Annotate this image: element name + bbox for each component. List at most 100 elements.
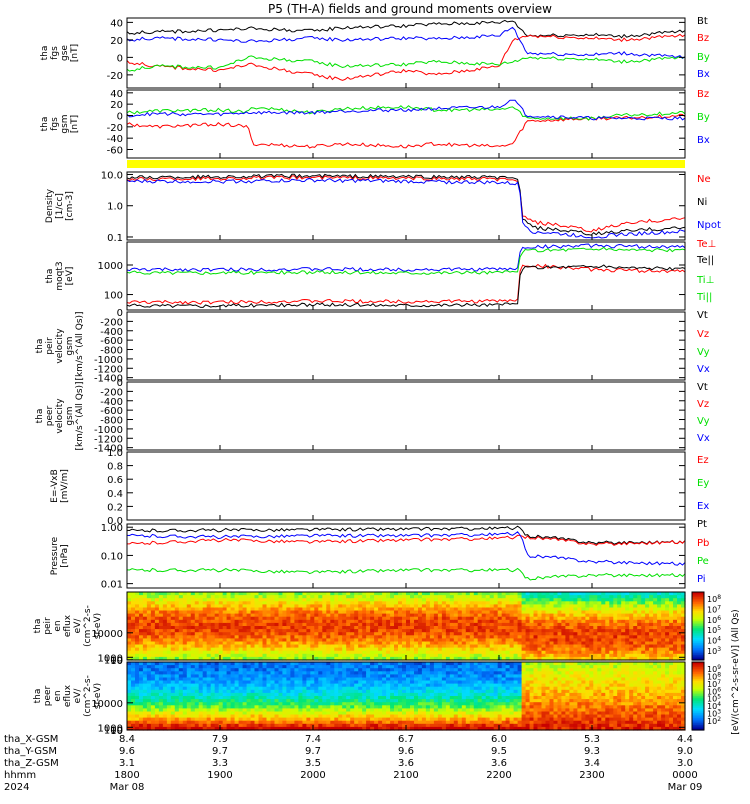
panel-e-field (127, 452, 685, 520)
legend-entry: Te⊥ (696, 239, 716, 250)
y-axis-label: eflux (63, 614, 73, 637)
panel-fgs-gsm (127, 90, 685, 158)
legend-entry: Ex (697, 501, 709, 512)
legend-entry: By (697, 52, 710, 63)
panel-frame (127, 312, 685, 380)
y-tick-label: 1.00 (101, 523, 123, 534)
y-axis-label: [nPa] (60, 544, 70, 567)
y-tick-label: 100 (104, 291, 123, 302)
panel-temperature (127, 242, 685, 310)
y-axis-label: peir (43, 617, 53, 635)
y-tick-label: 0.01 (101, 580, 123, 591)
y-axis-label: tha (33, 619, 43, 634)
y-axis-label: en (53, 620, 63, 631)
y-axis-label: peir (45, 337, 55, 355)
y-axis-label: [km/s^(All Qs)] (75, 311, 85, 380)
legend-entry: Vx (697, 433, 710, 444)
panel-mode-bar (127, 160, 685, 168)
colorbar-tick-label: 105 (707, 625, 721, 635)
panel-pressure (127, 524, 685, 588)
legend-entry: Ez (697, 455, 709, 466)
series-line-Ni (127, 174, 685, 235)
y-axis-label: [cm-3] (65, 191, 75, 221)
y-axis-label: [nT] (70, 44, 80, 62)
y-tick-label: 0 (117, 53, 123, 64)
legend-entry: Ti|| (696, 292, 712, 303)
legend-entry: Te|| (696, 255, 714, 266)
y-tick-label: 40 (110, 18, 123, 29)
legend-entry: By (697, 112, 710, 123)
y-axis-label: tha (45, 269, 55, 284)
y-tick-label: 20 (110, 100, 123, 111)
y-tick-label: 40 (110, 89, 123, 100)
y-tick-label: -40 (107, 134, 123, 145)
y-axis-label: [1/cc] (55, 193, 65, 219)
y-tick-label: 0.10 (101, 551, 123, 562)
y-tick-label: 1000 (98, 261, 123, 272)
panel-peir-velocity (127, 312, 685, 380)
y-tick-label: -60 (107, 146, 123, 157)
legend-entry: Vt (697, 382, 708, 393)
y-axis-label: [km/s^(All Qs)] (75, 381, 85, 450)
legend-entry: Vz (697, 329, 709, 340)
panel-density (127, 172, 685, 240)
y-tick-label: 20 (110, 36, 123, 47)
y-axis-label: [eV] (65, 267, 75, 286)
y-tick-label: 10 (110, 656, 123, 667)
series-line-Bz (127, 34, 685, 80)
legend-entry: Ey (697, 478, 709, 489)
panel-peer-en-eflux (127, 662, 704, 731)
y-axis-label: [mV/m] (60, 469, 70, 503)
y-axis-label: peer (45, 405, 55, 426)
y-axis-label: gsm (60, 114, 70, 133)
series-line-Ti2 (127, 247, 685, 274)
y-axis-label: fgs (50, 117, 60, 131)
series-line-Npot (127, 179, 685, 239)
panel-fgs-gse (127, 18, 685, 88)
y-axis-label: gse (60, 45, 70, 61)
colorbar-tick-label: 104 (707, 636, 721, 646)
y-tick-label: 0.1 (107, 233, 123, 244)
y-axis-label: eV/ (73, 618, 83, 634)
series-line-Bt (127, 20, 685, 37)
y-axis-label: tha (40, 117, 50, 132)
legend-entry: Ti⊥ (696, 275, 714, 286)
y-axis-label: tha (40, 46, 50, 61)
series-line-Ne (127, 176, 685, 232)
colorbar-tick-label: 103 (707, 646, 721, 656)
legend-entry: Bz (697, 33, 709, 44)
y-axis-label: tha (35, 409, 45, 424)
y-tick-label: -20 (107, 71, 123, 82)
y-axis-label: fgs (50, 46, 60, 60)
y-axis-label: Pressure (50, 536, 60, 575)
plot-title: P5 (TH-A) fields and ground moments over… (268, 2, 552, 16)
colorbar-tick-label: 108 (707, 594, 721, 604)
panel-frame (127, 242, 685, 310)
legend-entry: Ne (697, 174, 711, 185)
legend-entry: Ni (697, 197, 707, 208)
legend-entry: Pi (697, 574, 706, 585)
y-tick-label: 0.6 (107, 475, 123, 486)
panel-frame (127, 382, 685, 450)
panel-peer-velocity (127, 382, 685, 450)
y-tick-label: 0.2 (107, 502, 123, 513)
y-tick-label: 0 (117, 112, 123, 123)
y-tick-label: -20 (107, 123, 123, 134)
legend-entry: Pb (697, 538, 709, 549)
y-tick-label: 0.8 (107, 462, 123, 473)
legend-entry: Npot (697, 220, 721, 231)
legend-entry: Vt (697, 310, 708, 321)
series-line-Pe (127, 569, 685, 581)
y-axis-label: moqt3 (55, 261, 65, 290)
y-tick-label: 0.4 (107, 489, 123, 500)
panel-peir-en-eflux (127, 592, 704, 661)
y-tick-label: 1.0 (107, 448, 123, 459)
legend-entry: Bx (697, 135, 710, 146)
legend-entry: Vx (697, 364, 710, 375)
mode-bar-fill (127, 160, 685, 168)
panel-frame (127, 452, 685, 520)
y-axis-label: velocity (55, 398, 65, 434)
series-line-Pi (127, 532, 685, 565)
